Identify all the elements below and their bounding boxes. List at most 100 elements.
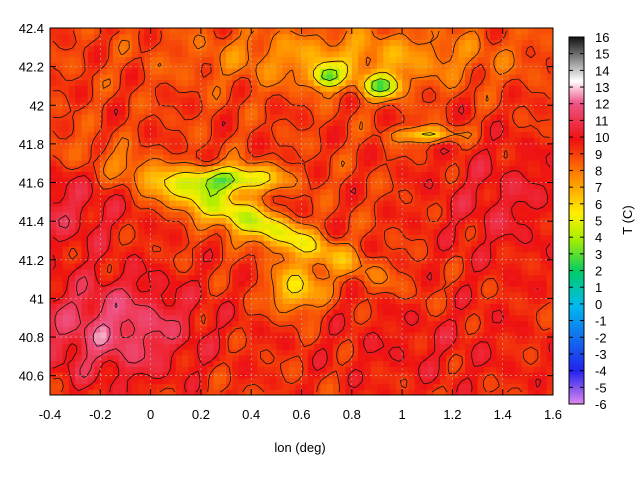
heatmap-cell <box>169 326 177 333</box>
heatmap-cell <box>370 320 378 327</box>
heatmap-cell <box>420 320 428 327</box>
heatmap-cell <box>50 85 57 92</box>
heatmap-cell <box>125 383 133 390</box>
heatmap-cell <box>307 245 315 253</box>
heatmap-cell <box>521 228 529 236</box>
heatmap-cell <box>521 297 529 304</box>
heatmap-cell <box>112 222 120 230</box>
heatmap-cell <box>464 56 472 63</box>
heatmap-cell <box>414 194 422 201</box>
heatmap-cell <box>138 280 145 287</box>
heatmap-cell <box>288 165 296 172</box>
heatmap-cell <box>483 68 491 75</box>
heatmap-cell <box>370 91 378 98</box>
heatmap-cell <box>515 245 523 253</box>
heatmap-cell <box>276 354 284 362</box>
heatmap-cell <box>383 228 391 236</box>
heatmap-cell <box>50 337 57 344</box>
heatmap-cell <box>150 200 158 207</box>
heatmap-cell <box>138 96 145 104</box>
heatmap-cell <box>477 268 485 276</box>
heatmap-cell <box>383 85 391 92</box>
heatmap-cell <box>427 68 435 75</box>
heatmap-cell <box>515 159 523 167</box>
heatmap-cell <box>156 263 164 270</box>
heatmap-cell <box>339 131 347 138</box>
heatmap-cell <box>207 217 215 224</box>
heatmap-cell <box>307 171 315 178</box>
heatmap-cell <box>464 159 472 167</box>
heatmap-cell <box>175 291 183 299</box>
heatmap-cell <box>270 136 277 144</box>
heatmap-cell <box>182 211 189 218</box>
heatmap-cell <box>389 85 397 92</box>
heatmap-cell <box>163 297 171 304</box>
heatmap-cell <box>351 62 359 69</box>
heatmap-cell <box>62 280 70 287</box>
heatmap-cell <box>56 85 64 92</box>
heatmap-cell <box>125 257 133 264</box>
heatmap-cell <box>464 148 472 155</box>
heatmap-cell <box>75 303 83 310</box>
heatmap-cell <box>219 217 227 224</box>
heatmap-cell <box>282 56 290 63</box>
heatmap-cell <box>546 268 553 276</box>
heatmap-cell <box>276 263 284 270</box>
heatmap-cell <box>87 114 95 121</box>
heatmap-cell <box>156 200 164 207</box>
heatmap-cell <box>477 320 485 327</box>
heatmap-cell <box>188 268 196 276</box>
heatmap-cell <box>358 79 365 86</box>
heatmap-cell <box>232 377 240 385</box>
heatmap-cell <box>320 240 328 247</box>
heatmap-cell <box>295 286 303 293</box>
heatmap-cell <box>521 383 529 390</box>
heatmap-cell <box>515 349 523 356</box>
heatmap-cell <box>546 91 553 98</box>
heatmap-cell <box>207 171 215 178</box>
heatmap-cell <box>270 383 277 390</box>
heatmap-cell <box>257 228 265 236</box>
heatmap-cell <box>452 85 460 92</box>
heatmap-cell <box>490 194 498 201</box>
heatmap-cell <box>226 389 233 395</box>
heatmap-cell <box>81 234 89 241</box>
heatmap-cell <box>251 377 259 385</box>
heatmap-cell <box>490 268 498 276</box>
heatmap-cell <box>200 159 208 167</box>
heatmap-cell <box>496 200 504 207</box>
heatmap-cell <box>263 45 271 52</box>
heatmap-cell <box>207 33 215 41</box>
heatmap-cell <box>276 91 284 98</box>
heatmap-cell <box>56 56 64 63</box>
heatmap-cell <box>263 234 271 241</box>
heatmap-cell <box>496 320 504 327</box>
heatmap-cell <box>288 217 296 224</box>
heatmap-cell <box>276 343 284 350</box>
heatmap-cell <box>395 50 403 58</box>
heatmap-cell <box>339 251 347 258</box>
heatmap-cell <box>376 50 384 58</box>
heatmap-cell <box>546 45 553 52</box>
heatmap-cell <box>125 91 133 98</box>
heatmap-cell <box>471 308 479 316</box>
heatmap-cell <box>515 389 523 395</box>
heatmap-cell <box>301 331 309 339</box>
heatmap-cell <box>87 377 95 385</box>
heatmap-cell <box>119 68 127 75</box>
heatmap-cell <box>62 159 70 167</box>
heatmap-cell <box>163 291 171 299</box>
heatmap-cell <box>464 50 472 58</box>
heatmap-cell <box>351 131 359 138</box>
heatmap-cell <box>150 331 158 339</box>
heatmap-cell <box>345 188 353 195</box>
heatmap-cell <box>263 263 271 270</box>
heatmap-cell <box>87 79 95 86</box>
heatmap-cell <box>251 326 259 333</box>
heatmap-cell <box>502 343 510 350</box>
heatmap-cell <box>508 50 516 58</box>
heatmap-cell <box>358 257 365 264</box>
heatmap-cell <box>351 136 359 144</box>
heatmap-cell <box>75 182 83 190</box>
heatmap-cell <box>87 85 95 92</box>
